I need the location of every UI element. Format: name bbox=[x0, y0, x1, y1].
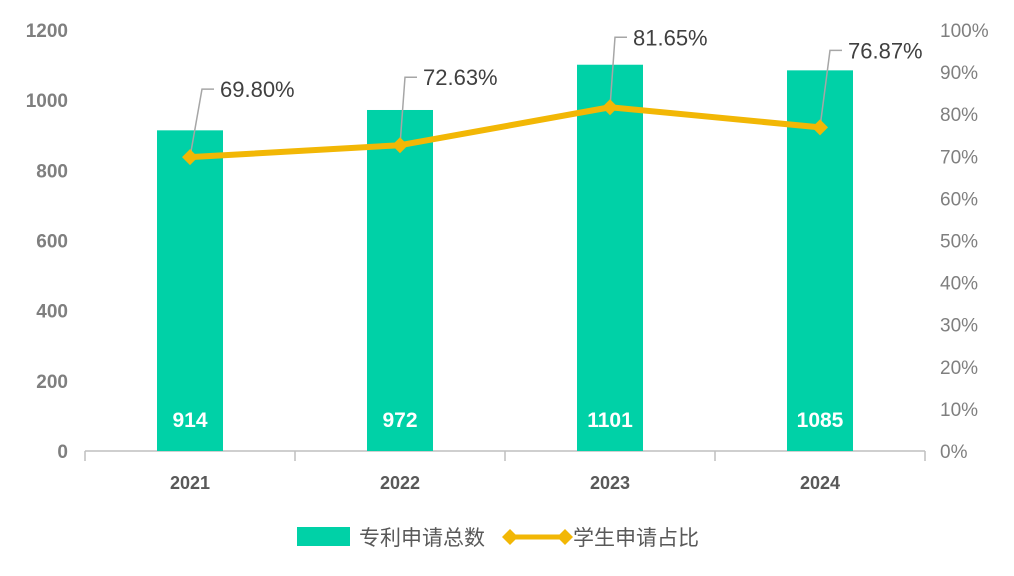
legend-label-bar: 专利申请总数 bbox=[359, 526, 485, 550]
legend-label-line: 学生申请占比 bbox=[573, 526, 699, 550]
right-axis-tick: 30% bbox=[940, 316, 978, 337]
right-axis-tick: 20% bbox=[940, 358, 978, 379]
bar-value-label: 1085 bbox=[797, 409, 844, 432]
right-axis-tick: 0% bbox=[940, 442, 968, 463]
right-axis-tick: 70% bbox=[940, 147, 978, 168]
left-axis-tick: 0 bbox=[57, 442, 68, 463]
line-marker bbox=[602, 99, 618, 116]
leader-line bbox=[189, 88, 214, 158]
left-axis-tick: 1200 bbox=[26, 21, 68, 42]
line-value-label: 76.87% bbox=[848, 38, 923, 63]
x-axis-tick: 2023 bbox=[590, 473, 630, 493]
bar-value-label: 972 bbox=[382, 409, 417, 432]
leader-line bbox=[819, 49, 842, 128]
left-axis-tick: 600 bbox=[36, 232, 68, 253]
bar-2023 bbox=[577, 64, 643, 452]
right-axis-tick: 100% bbox=[940, 21, 989, 42]
x-axis-tick: 2024 bbox=[800, 473, 840, 493]
line-value-label: 69.80% bbox=[220, 77, 295, 102]
line-marker bbox=[182, 149, 198, 166]
left-axis-tick: 400 bbox=[36, 302, 68, 323]
x-axis-tick: 2022 bbox=[380, 473, 420, 493]
right-axis-tick: 50% bbox=[940, 232, 978, 253]
right-axis-tick: 90% bbox=[940, 63, 978, 84]
leader-line bbox=[399, 76, 417, 146]
right-axis-tick: 80% bbox=[940, 105, 978, 126]
line-marker bbox=[812, 119, 828, 136]
right-axis-tick: 40% bbox=[940, 274, 978, 295]
bar-2022 bbox=[367, 109, 433, 452]
bar-value-label: 914 bbox=[172, 409, 207, 432]
left-axis-tick: 800 bbox=[36, 161, 68, 182]
line-value-label: 81.65% bbox=[633, 25, 708, 50]
line-marker bbox=[392, 137, 408, 154]
left-axis-tick: 1000 bbox=[26, 91, 68, 112]
bar-value-label: 1101 bbox=[587, 409, 633, 432]
bar-2021 bbox=[157, 130, 223, 452]
right-axis-tick: 10% bbox=[940, 400, 978, 421]
right-axis-tick: 60% bbox=[940, 189, 978, 210]
series-line-学生申请占比 bbox=[189, 104, 821, 161]
legend-marker bbox=[502, 529, 518, 545]
left-axis-tick: 200 bbox=[36, 372, 68, 393]
legend-swatch-bar bbox=[297, 527, 350, 546]
x-axis-tick: 2021 bbox=[170, 473, 210, 493]
leader-line bbox=[609, 36, 627, 108]
line-value-label: 72.63% bbox=[423, 65, 498, 90]
legend-marker bbox=[557, 529, 573, 545]
